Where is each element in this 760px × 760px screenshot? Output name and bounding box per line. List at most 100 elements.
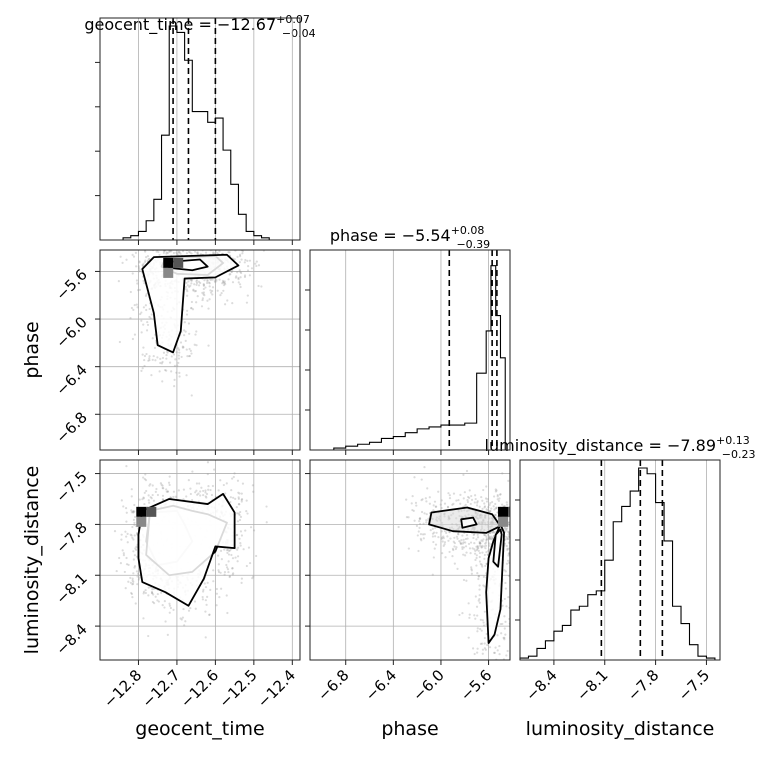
sample-point [194,250,197,253]
sample-point [207,488,210,491]
sample-point [161,486,164,490]
sample-point [490,535,493,538]
contour-phase_vs_geocent_time [141,253,240,354]
sample-point [143,233,145,235]
sample-point [151,600,154,604]
sample-point [118,340,121,344]
sample-point [426,487,429,490]
sample-point [193,343,196,346]
sample-point [439,503,442,506]
sample-point [441,536,444,539]
sample-point [225,566,229,569]
tick-label-x-luminosity_distance: −7.8 [624,666,662,704]
sample-point [478,560,482,563]
sample-point [145,352,148,356]
sample-point [243,275,247,279]
sample-point [228,251,231,254]
scatter-luminosity_distance_vs_geocent_time-frame [99,459,301,661]
sample-point [222,483,225,487]
sample-point [184,339,187,342]
sample-point [161,360,164,364]
sample-point [516,540,518,542]
sample-point [515,485,517,487]
sample-point [512,529,514,531]
sample-point [431,527,434,530]
sample-point [244,529,247,532]
sample-point [485,551,488,554]
sample-point [117,280,120,283]
sample-point [152,602,156,605]
sample-point [207,344,210,347]
sample-point [516,526,518,528]
sample-point [196,252,200,255]
sample-point [225,563,228,567]
sample-point [215,279,218,282]
sample-point [122,505,125,508]
sample-point [475,545,478,548]
sample-point [461,547,464,551]
sample-point [145,308,148,312]
sample-point [240,498,244,501]
sample-point [448,497,452,500]
sample-point [215,604,218,607]
sample-point [484,542,487,545]
sample-point [192,288,195,291]
tick-label-x-phase: −6.0 [409,666,447,704]
sample-point [504,581,507,585]
sample-point [136,575,139,578]
sample-point [145,329,149,332]
xlabel-luminosity-distance: luminosity_distance [526,718,715,740]
sample-point [131,579,134,582]
sample-point [232,496,235,499]
sample-point [237,491,240,494]
sample-point [481,652,484,655]
sample-point [490,507,493,510]
sample-point [150,590,154,593]
sample-point [244,258,247,262]
sample-point [219,571,222,574]
sample-point [514,518,516,520]
sample-point [462,541,465,544]
sample-point [245,510,248,513]
sample-point [141,353,144,356]
sample-point [478,661,480,663]
sample-point [212,251,215,254]
sample-point [468,496,471,500]
sample-point [231,567,234,570]
sample-point [209,237,211,239]
sample-point [188,285,191,288]
sample-point [144,589,147,592]
sample-point [122,552,125,555]
sample-point [483,506,486,509]
sample-point [166,490,169,493]
sample-point [493,508,496,511]
histogram-luminosity_distance [519,467,716,660]
sample-point [157,232,159,234]
sample-point [251,484,254,487]
sample-point [220,557,223,561]
sample-point [503,638,506,641]
sample-point [187,609,191,612]
sample-point [130,495,133,498]
sample-point [238,243,240,245]
sample-point [131,510,135,513]
sample-point [166,242,168,244]
sample-point [231,477,234,480]
sample-point [504,537,507,541]
sample-point [499,493,502,496]
sample-point [469,541,473,544]
contour-luminosity_distance_vs_phase [492,528,503,568]
sample-point [479,618,482,621]
sample-point [225,482,228,485]
sample-point [217,563,220,566]
sample-point [143,248,145,250]
sample-point [177,251,180,254]
sample-point [397,525,400,529]
sample-point [133,565,137,568]
sample-point [174,495,177,498]
sample-point [181,346,184,349]
sample-point [456,532,460,535]
sample-point [170,250,173,253]
sample-point [478,551,481,555]
sample-point [465,469,469,473]
